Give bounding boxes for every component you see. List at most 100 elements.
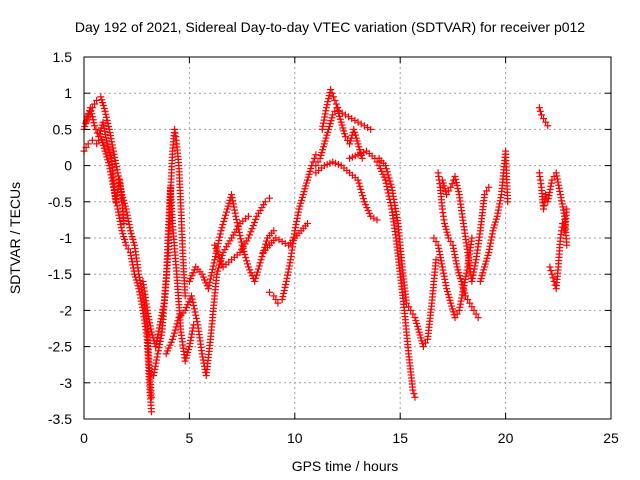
data-point: [170, 329, 178, 337]
data-point: [440, 272, 448, 280]
data-point: [291, 227, 299, 235]
data-points: [80, 86, 571, 416]
data-point: [129, 261, 137, 269]
data-point: [215, 236, 223, 244]
data-point: [220, 217, 228, 225]
data-point: [218, 260, 226, 268]
data-point: [451, 251, 459, 259]
y-tick-label: 1.5: [53, 49, 73, 65]
data-point: [324, 98, 332, 106]
data-point: [451, 172, 459, 180]
data-point: [102, 134, 110, 142]
data-point: [544, 122, 552, 130]
data-point: [244, 260, 252, 268]
data-point: [206, 275, 214, 283]
data-point: [154, 347, 162, 355]
data-point: [247, 228, 255, 236]
data-point: [303, 220, 311, 228]
data-point: [319, 122, 327, 130]
data-point: [293, 214, 301, 222]
data-point: [151, 365, 159, 373]
data-point: [284, 271, 292, 279]
data-point: [216, 233, 224, 241]
data-point: [173, 320, 181, 328]
series-arc-e: [150, 183, 198, 380]
data-point: [493, 212, 501, 220]
data-point: [102, 113, 110, 121]
data-point: [468, 234, 476, 242]
data-point: [553, 175, 561, 183]
data-point: [154, 330, 162, 338]
data-point: [314, 158, 322, 166]
data-point: [146, 319, 154, 327]
data-point: [278, 296, 286, 304]
y-tick-label: -0.5: [48, 194, 72, 210]
data-point: [116, 214, 124, 222]
data-point: [419, 343, 427, 351]
data-point: [436, 251, 444, 259]
data-point: [112, 198, 120, 206]
data-point: [152, 343, 160, 351]
data-point: [357, 185, 365, 193]
data-point: [135, 285, 143, 293]
data-point: [88, 113, 96, 121]
data-point: [191, 308, 199, 316]
data-point: [554, 178, 562, 186]
series-arc-s: [476, 147, 512, 285]
data-point: [232, 215, 240, 223]
y-tick-label: -3.5: [48, 411, 72, 427]
series-arc-a: [80, 93, 155, 401]
data-point: [556, 191, 564, 199]
data-point: [126, 224, 134, 232]
data-point: [559, 203, 567, 211]
data-point: [102, 110, 110, 118]
data-point: [407, 306, 415, 314]
chart-title: Day 192 of 2021, Sidereal Day-to-day VTE…: [75, 19, 585, 35]
data-point: [186, 339, 194, 347]
data-point: [536, 107, 544, 115]
series-arc-c: [82, 104, 128, 228]
series-arc-n: [346, 147, 419, 401]
data-point: [358, 188, 366, 196]
data-point: [274, 299, 282, 307]
data-point: [373, 158, 381, 166]
data-point: [193, 318, 201, 326]
data-point: [252, 215, 260, 223]
series-arc-h: [211, 194, 274, 271]
data-point: [110, 147, 118, 155]
x-tick-label: 10: [287, 430, 303, 446]
data-point: [192, 311, 200, 319]
data-point: [105, 122, 113, 130]
data-point: [272, 296, 280, 304]
series-arc-q: [434, 169, 482, 322]
data-point: [452, 257, 460, 265]
data-point: [222, 211, 230, 219]
data-point: [458, 294, 466, 302]
data-point: [91, 122, 99, 130]
data-point: [403, 299, 411, 307]
data-point: [99, 118, 107, 126]
data-point: [214, 240, 222, 248]
data-point: [257, 256, 265, 264]
data-point: [236, 232, 244, 240]
data-point: [222, 208, 230, 216]
data-point: [462, 272, 470, 280]
data-point: [487, 239, 495, 247]
data-point: [455, 306, 463, 314]
data-point: [293, 217, 301, 225]
y-tick-label: 1: [64, 85, 72, 101]
data-point: [117, 221, 125, 229]
data-point: [244, 212, 252, 220]
data-point: [384, 186, 392, 194]
data-point: [552, 169, 560, 177]
data-point: [103, 137, 111, 145]
data-point: [540, 115, 548, 123]
data-point: [321, 113, 329, 121]
data-point: [205, 281, 213, 289]
data-point: [359, 192, 367, 200]
data-point: [87, 107, 95, 115]
data-point: [155, 344, 163, 352]
data-point: [219, 221, 227, 229]
data-point: [150, 372, 158, 380]
data-point: [188, 292, 196, 300]
